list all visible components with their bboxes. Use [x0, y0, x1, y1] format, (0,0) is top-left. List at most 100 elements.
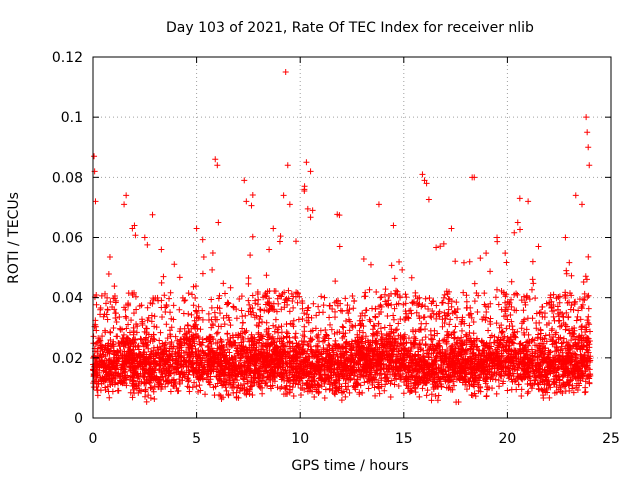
data-point: [221, 290, 228, 297]
data-points: [90, 69, 594, 406]
data-point: [560, 339, 567, 346]
data-point: [365, 385, 372, 392]
data-point: [186, 329, 193, 336]
data-point: [377, 325, 384, 332]
data-point: [326, 302, 333, 309]
data-point: [342, 393, 349, 400]
data-point: [395, 320, 402, 327]
data-point: [196, 314, 203, 321]
data-point: [125, 301, 132, 308]
chart-title: Day 103 of 2021, Rate Of TEC Index for r…: [166, 20, 534, 36]
data-point: [162, 383, 169, 390]
data-point: [504, 316, 511, 323]
data-point: [105, 388, 112, 395]
data-point: [422, 326, 429, 333]
data-point: [188, 311, 195, 318]
data-point: [247, 252, 254, 259]
data-point: [220, 280, 227, 287]
data-point: [286, 308, 293, 315]
data-point: [425, 196, 432, 203]
data-point: [290, 304, 297, 311]
data-point: [388, 301, 395, 308]
data-point: [209, 249, 216, 256]
data-point: [470, 330, 477, 337]
data-point: [341, 333, 348, 340]
data-point: [536, 342, 543, 349]
data-point: [333, 298, 340, 305]
data-point: [370, 322, 377, 329]
data-point: [396, 258, 403, 265]
data-point: [294, 299, 301, 306]
data-point: [366, 316, 373, 323]
data-point: [413, 309, 420, 316]
data-point: [492, 376, 499, 383]
data-point: [509, 323, 516, 330]
data-point: [170, 302, 177, 309]
data-point: [301, 323, 308, 330]
data-point: [378, 330, 385, 337]
data-point: [225, 391, 232, 398]
data-point: [129, 290, 136, 297]
data-point: [582, 273, 589, 280]
data-point: [233, 306, 240, 313]
data-point: [537, 309, 544, 316]
data-point: [524, 390, 531, 397]
data-point: [511, 229, 518, 236]
data-point: [192, 331, 199, 338]
data-point: [209, 320, 216, 327]
data-point: [151, 323, 158, 330]
data-point: [416, 340, 423, 347]
data-point: [451, 334, 458, 341]
data-point: [545, 320, 552, 327]
data-point: [495, 377, 502, 384]
data-point: [536, 319, 543, 326]
data-point: [513, 307, 520, 314]
data-point: [359, 317, 366, 324]
data-point: [566, 290, 573, 297]
data-point: [338, 397, 345, 404]
data-point: [93, 301, 100, 308]
data-point: [402, 308, 409, 315]
data-point: [205, 310, 212, 317]
data-point: [113, 333, 120, 340]
data-point: [270, 300, 277, 307]
data-point: [134, 323, 141, 330]
data-point: [487, 268, 494, 275]
data-point: [145, 345, 152, 352]
data-point: [408, 274, 415, 281]
data-point: [128, 317, 135, 324]
data-point: [387, 393, 394, 400]
data-point: [205, 316, 212, 323]
data-point: [439, 323, 446, 330]
data-point: [260, 359, 267, 366]
data-point: [446, 321, 453, 328]
data-point: [474, 379, 481, 386]
data-point: [134, 375, 141, 382]
data-point: [377, 294, 384, 301]
data-point: [199, 336, 206, 343]
data-point: [227, 284, 234, 291]
data-point: [343, 318, 350, 325]
data-point: [573, 317, 580, 324]
data-point: [417, 346, 424, 353]
data-point: [576, 296, 583, 303]
data-point: [168, 324, 175, 331]
data-point: [170, 316, 177, 323]
data-point: [220, 314, 227, 321]
data-point: [378, 377, 385, 384]
data-point: [202, 391, 209, 398]
data-point: [385, 292, 392, 299]
data-point: [299, 316, 306, 323]
data-point: [111, 283, 118, 290]
data-point: [523, 326, 530, 333]
data-point: [584, 294, 591, 301]
data-point: [112, 310, 119, 317]
data-point: [579, 323, 586, 330]
data-point: [503, 325, 510, 332]
data-point: [248, 331, 255, 338]
data-point: [460, 289, 467, 296]
data-point: [372, 392, 379, 399]
data-point: [539, 303, 546, 310]
data-point: [176, 306, 183, 313]
data-point: [252, 300, 259, 307]
